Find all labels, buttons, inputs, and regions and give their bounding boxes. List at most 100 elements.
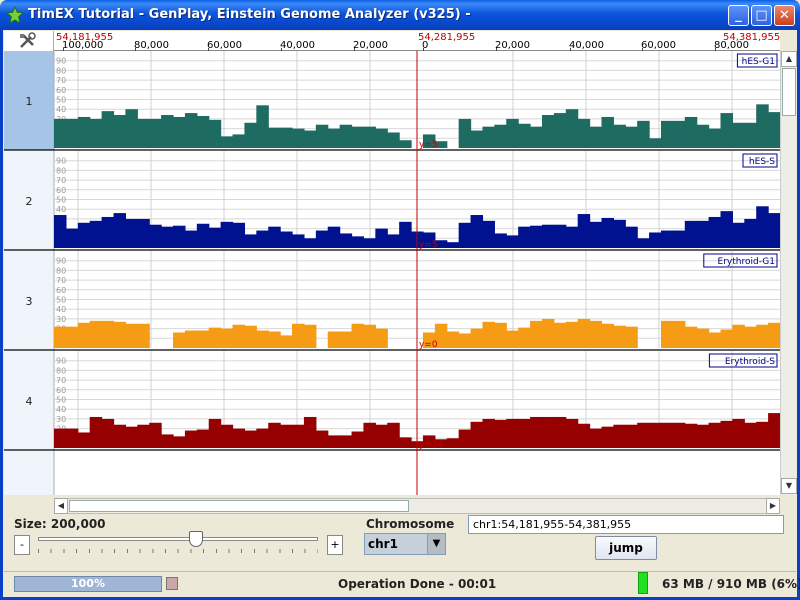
zoom-out-button[interactable]: - (14, 535, 30, 555)
data-bar (280, 335, 293, 348)
track-header[interactable] (4, 351, 54, 450)
track-number[interactable]: 2 (26, 195, 33, 208)
vertical-scrollbar[interactable]: ▲ ▼ (780, 51, 797, 495)
data-bar (613, 325, 626, 348)
scroll-right-arrow[interactable]: ▶ (766, 498, 780, 514)
data-bar (482, 126, 495, 148)
close-button[interactable]: ✕ (774, 5, 795, 26)
data-bar (768, 413, 781, 448)
ruler-tick-label: 20,000 (495, 40, 530, 51)
zoom-in-button[interactable]: + (327, 535, 343, 555)
data-bar (268, 226, 281, 248)
ruler-corner[interactable] (4, 31, 54, 51)
data-bar (518, 418, 531, 448)
position-input[interactable]: chr1:54,181,955-54,381,955 (468, 515, 784, 534)
chevron-down-icon[interactable]: ▼ (427, 534, 445, 554)
data-bar (232, 324, 246, 348)
y-axis-label: 60 (56, 286, 66, 295)
track-header[interactable] (4, 151, 54, 250)
position-ruler[interactable]: 54,181,955 54,281,955 54,381,955 100,000… (4, 31, 780, 51)
y-axis-label: 70 (56, 376, 66, 385)
data-bar (744, 218, 757, 248)
y-axis-label: 40 (56, 305, 66, 314)
horizontal-scroll-thumb[interactable] (69, 500, 409, 512)
data-bar (541, 224, 555, 248)
scroll-left-arrow[interactable]: ◀ (54, 498, 68, 514)
track-header[interactable] (4, 51, 54, 150)
y-axis-label: 70 (56, 276, 66, 285)
data-bar (637, 120, 650, 148)
data-bar (660, 120, 674, 148)
data-bar (672, 422, 686, 448)
track-name[interactable]: hES-G1 (742, 57, 775, 67)
data-bar (613, 124, 626, 148)
data-bar (506, 118, 519, 148)
data-bar (387, 422, 400, 448)
data-bar (732, 324, 745, 348)
track-header[interactable] (4, 451, 54, 495)
data-bar (339, 331, 353, 348)
data-bar (137, 323, 150, 348)
track-list[interactable]: 1908070605040302010hES-G1y=5290807060504… (4, 51, 781, 495)
chevron-up-icon: ▲ (785, 54, 793, 63)
data-bar (327, 331, 341, 348)
ruler-end-position: 54,381,955 (723, 32, 781, 43)
data-bar (506, 330, 519, 348)
title-bar[interactable]: TimEX Tutorial - GenPlay, Einstein Genom… (0, 0, 800, 30)
data-bar (196, 330, 210, 348)
ruler-tick-label: 20,000 (353, 40, 388, 51)
track-number[interactable]: 4 (26, 395, 33, 408)
track-number[interactable]: 1 (26, 95, 33, 108)
track-number[interactable]: 3 (26, 295, 33, 308)
y-axis-label: 90 (56, 57, 66, 66)
data-bar (506, 235, 519, 248)
track-name[interactable]: Erythroid-S (725, 357, 775, 367)
data-bar (720, 329, 733, 348)
data-bar (303, 416, 317, 448)
jump-button[interactable]: jump (595, 536, 657, 560)
data-bar (125, 426, 138, 448)
track-name[interactable]: hES-S (749, 157, 775, 167)
tracks-canvas[interactable]: 1908070605040302010hES-G1y=5290807060504… (4, 51, 781, 495)
data-bar (708, 128, 722, 148)
data-bar (89, 220, 103, 248)
chromosome-select[interactable]: chr1 ▼ (364, 533, 446, 555)
data-bar (363, 238, 376, 248)
maximize-button[interactable]: □ (751, 5, 772, 26)
data-bar (149, 118, 162, 148)
data-bar (577, 423, 591, 448)
horizontal-scrollbar[interactable]: ◀ ▶ (54, 498, 780, 514)
data-bar (589, 221, 603, 248)
y-axis-label: 40 (56, 405, 66, 414)
ruler-tick (715, 48, 716, 51)
data-bar (113, 213, 127, 248)
ruler-tick-label: 80,000 (134, 40, 169, 51)
minimize-button[interactable]: _ (728, 5, 749, 26)
data-bar (184, 330, 198, 348)
scroll-up-arrow[interactable]: ▲ (781, 51, 797, 67)
scroll-down-arrow[interactable]: ▼ (781, 478, 797, 494)
data-bar (101, 111, 115, 148)
data-bar (77, 222, 91, 248)
ruler-start-position: 54,181,955 (56, 32, 114, 43)
data-bar (351, 236, 365, 248)
data-bar (327, 226, 341, 248)
ruler-tick (208, 48, 209, 51)
chromosome-label: Chromosome (366, 517, 455, 531)
track-header[interactable] (4, 251, 54, 350)
data-bar (756, 104, 769, 148)
data-bar (613, 219, 626, 248)
track-name[interactable]: Erythroid-G1 (718, 257, 775, 267)
stop-icon[interactable] (166, 577, 178, 590)
zoom-slider-track[interactable] (38, 537, 318, 541)
track-name-box (742, 153, 778, 168)
data-bar (292, 424, 305, 448)
y-axis-label: 90 (56, 257, 66, 266)
data-bar (530, 225, 543, 248)
vertical-scroll-thumb[interactable] (782, 68, 796, 116)
cursor-value-label: y=14 (419, 440, 444, 450)
zoom-slider-thumb[interactable] (189, 531, 203, 547)
ruler-tick-label: 60,000 (207, 40, 242, 51)
ruler-tick (642, 48, 643, 51)
star-icon (6, 6, 24, 24)
